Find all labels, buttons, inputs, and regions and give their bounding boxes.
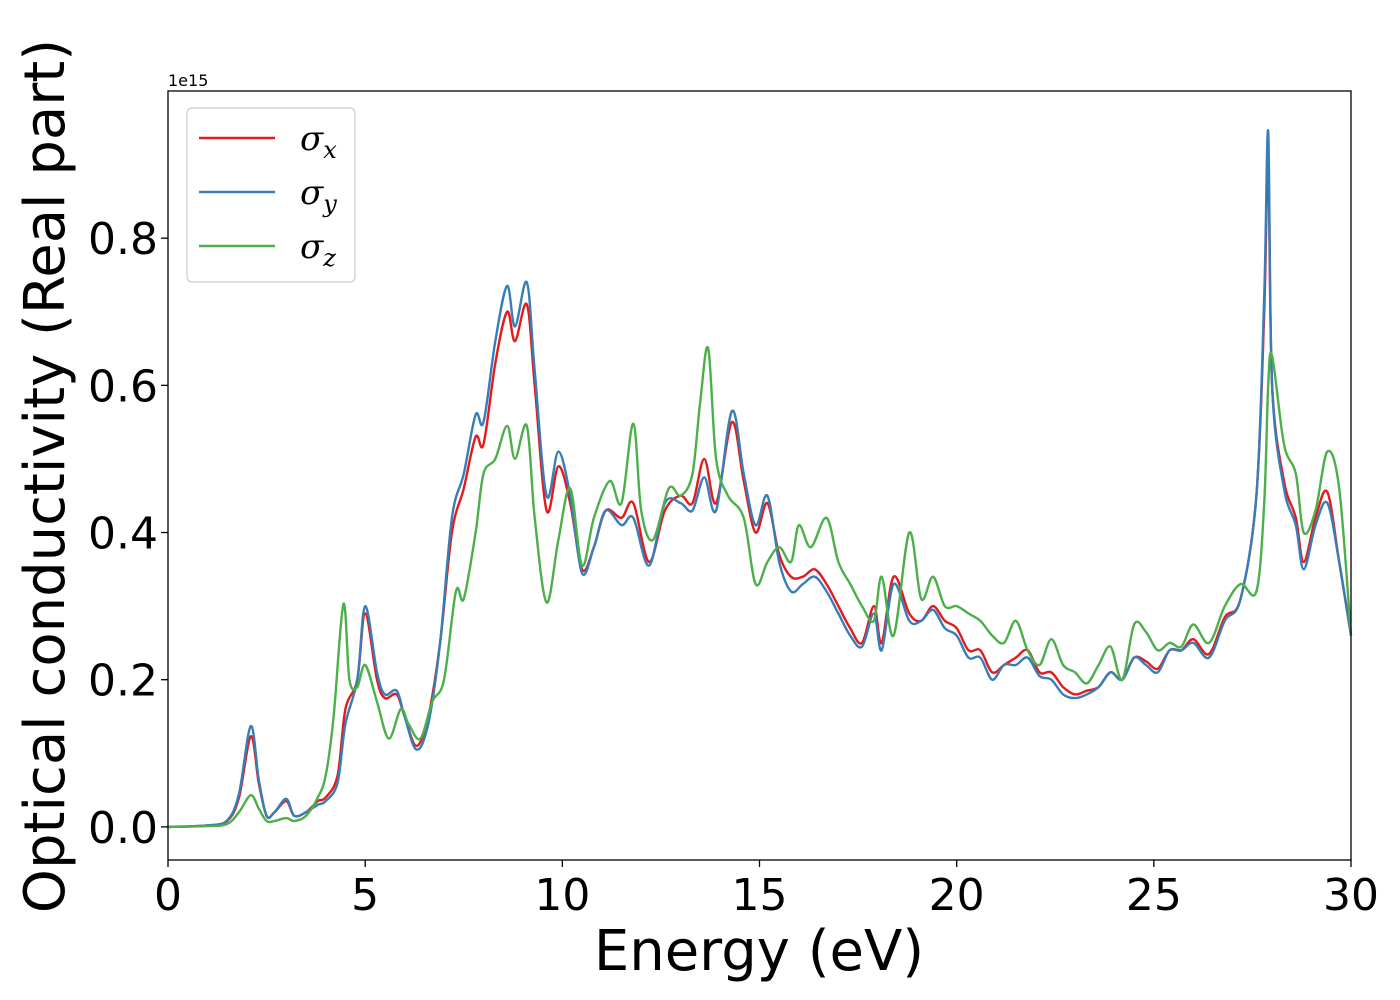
legend-label-y: σy	[300, 173, 337, 218]
y-tick-label: 0.8	[88, 214, 158, 265]
x-tick-label: 10	[534, 870, 590, 921]
y-tick-label: 0.2	[88, 656, 158, 707]
series-line-z	[167, 345, 1353, 829]
x-tick-label: 15	[732, 870, 788, 921]
x-tick-label: 25	[1126, 870, 1182, 921]
y-axis-label: Optical conductivity (Real part)	[13, 39, 78, 913]
x-tick-label: 0	[154, 870, 182, 921]
legend: σx σy σz	[186, 107, 356, 283]
legend-label-x: σx	[300, 119, 337, 164]
axis-ticks: 0 5 10 15 20 25 30 0.0 0.2 0.4 0.6 0.8	[88, 214, 1379, 921]
x-tick-label: 30	[1323, 870, 1379, 921]
y-offset-label: 1e15	[168, 71, 208, 90]
x-tick-label: 5	[351, 870, 379, 921]
y-tick-label: 0.4	[88, 509, 158, 560]
x-axis-label: Energy (eV)	[594, 919, 924, 984]
legend-label-z: σz	[300, 227, 336, 272]
legend-box	[186, 107, 356, 283]
series-lines	[167, 129, 1353, 829]
series-line-y	[167, 129, 1353, 829]
legend-entries: σx σy σz	[199, 119, 337, 272]
y-tick-label: 0.6	[88, 361, 158, 412]
y-tick-label: 0.0	[88, 803, 158, 854]
plot-frame	[167, 90, 1352, 861]
x-tick-label: 20	[929, 870, 985, 921]
